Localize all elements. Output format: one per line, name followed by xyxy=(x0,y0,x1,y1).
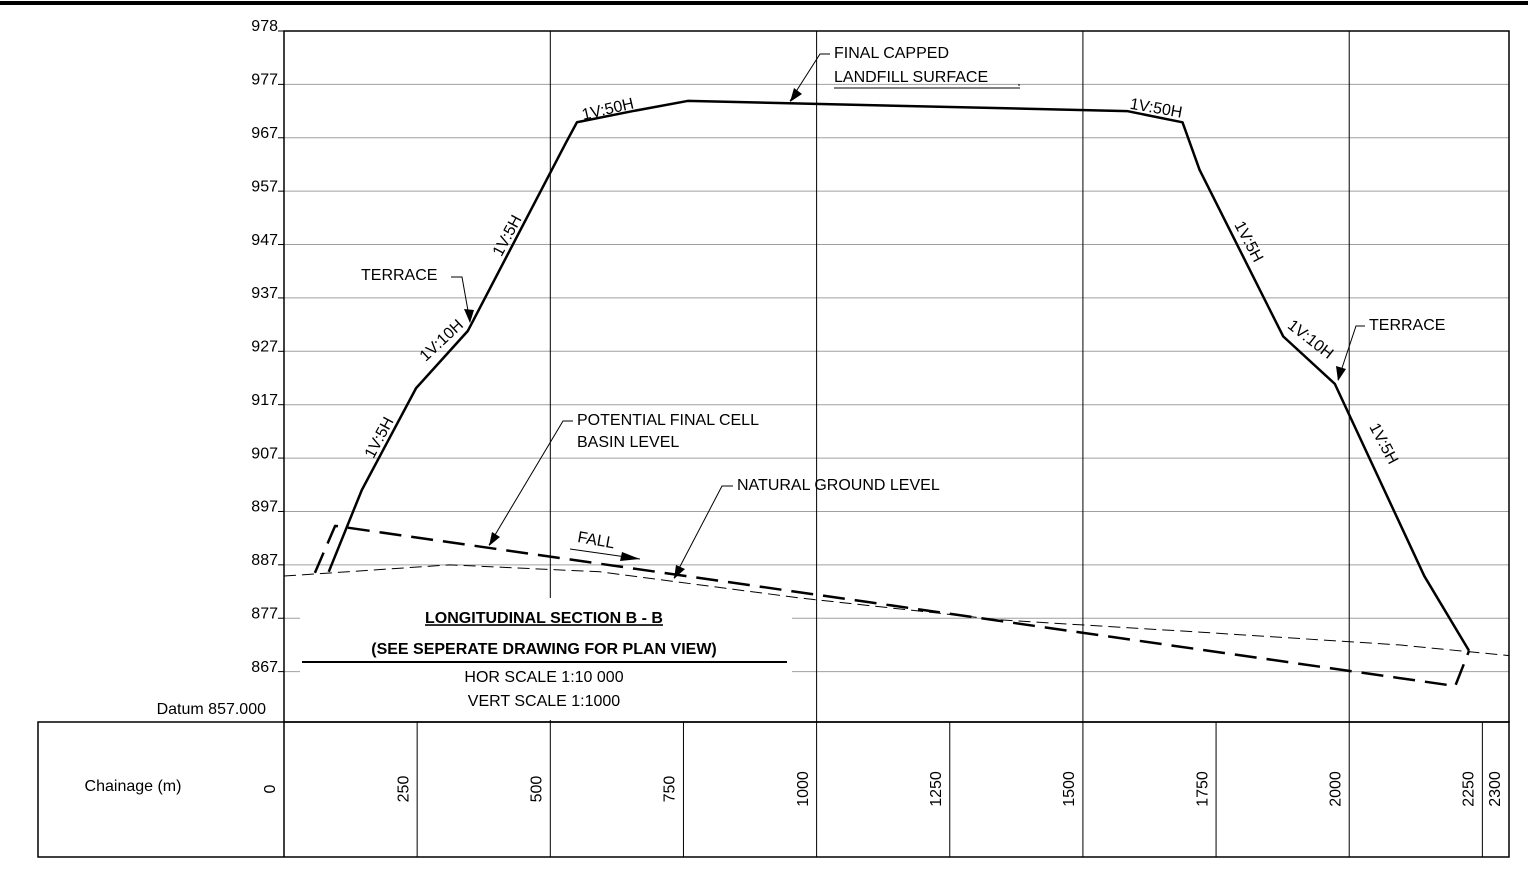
annotation: LANDFILL SURFACE xyxy=(834,69,988,86)
arrowhead xyxy=(464,309,474,323)
y-tick-label: 978 xyxy=(251,18,278,35)
y-tick-label: 937 xyxy=(251,285,278,302)
x-tick-label: 750 xyxy=(662,776,679,803)
x-tick-label: 1250 xyxy=(928,771,945,807)
arrowhead xyxy=(1336,366,1346,381)
profile-line xyxy=(283,564,1510,657)
y-tick-label: 947 xyxy=(251,232,278,249)
annotation: NATURAL GROUND LEVEL xyxy=(737,477,940,494)
x-tick-label: 1750 xyxy=(1194,771,1211,807)
y-tick-label: 877 xyxy=(251,605,278,622)
y-tick-label: 927 xyxy=(251,339,278,356)
y-tick-label: 887 xyxy=(251,552,278,569)
fall-arrowhead xyxy=(620,552,640,561)
arrowhead xyxy=(790,88,802,102)
subtitle: (SEE SEPERATE DRAWING FOR PLAN VIEW) xyxy=(371,641,717,658)
leader-line xyxy=(488,420,573,546)
y-tick-label: 907 xyxy=(251,445,278,462)
y-tick-label: 957 xyxy=(251,178,278,195)
annotation: POTENTIAL FINAL CELL xyxy=(577,412,759,429)
x-tick-label: 500 xyxy=(529,776,546,803)
scale-note: VERT SCALE 1:1000 xyxy=(468,693,620,710)
leader-line xyxy=(451,276,471,323)
leader-line xyxy=(789,53,830,102)
y-tick-label: 917 xyxy=(251,392,278,409)
profile-line xyxy=(313,524,1471,688)
title: LONGITUDINAL SECTION B - B xyxy=(425,610,663,627)
leader-line xyxy=(1337,325,1365,381)
chainage-table xyxy=(37,721,1510,858)
leader-line xyxy=(673,485,733,579)
x-tick-label: 0 xyxy=(262,784,279,793)
x-tick-label: 2300 xyxy=(1487,771,1504,807)
annotation: FALL xyxy=(576,529,616,552)
annotation: TERRACE xyxy=(1369,317,1445,334)
annotation: BASIN LEVEL xyxy=(577,434,679,451)
x-tick-label: 250 xyxy=(395,776,412,803)
scale-note: HOR SCALE 1:10 000 xyxy=(464,669,623,686)
y-tick-label: 967 xyxy=(251,125,278,142)
arrowhead xyxy=(674,565,685,579)
datum-label: Datum 857.000 xyxy=(157,701,267,718)
annotation: TERRACE xyxy=(361,267,437,284)
x-tick-label: 2250 xyxy=(1461,771,1478,807)
y-tick-label: 867 xyxy=(251,659,278,676)
arrowhead xyxy=(489,532,500,546)
y-tick-label: 897 xyxy=(251,499,278,516)
x-tick-label: 1000 xyxy=(795,771,812,807)
x-tick-label: 2000 xyxy=(1327,771,1344,807)
annotation: FINAL CAPPED xyxy=(834,45,949,62)
profile-line xyxy=(327,99,1471,652)
x-axis-label: Chainage (m) xyxy=(85,778,182,795)
y-tick-label: 977 xyxy=(251,72,278,89)
x-tick-label: 1500 xyxy=(1061,771,1078,807)
title-backdrop xyxy=(300,598,792,720)
